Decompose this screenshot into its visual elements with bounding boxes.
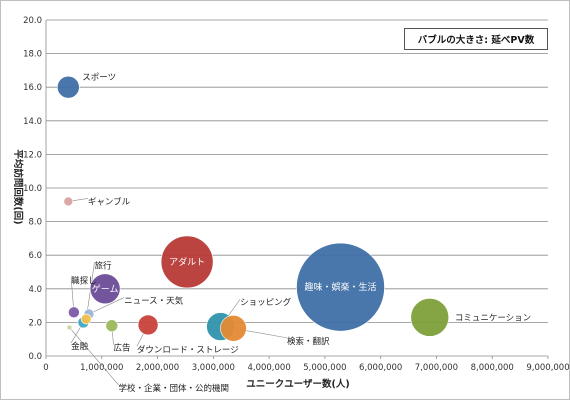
x-tick-label: 6,000,000	[359, 363, 402, 373]
bubble	[296, 242, 385, 332]
y-tick-label: 10.0	[23, 184, 42, 194]
x-tick-label: 5,000,000	[303, 363, 346, 373]
bubble-label: 学校・企業・団体・公的機関	[119, 383, 230, 394]
bubble	[220, 314, 247, 342]
bubble	[410, 298, 450, 337]
y-tick-label: 12.0	[23, 150, 42, 160]
leader-line	[69, 327, 119, 386]
bubble-label: スポーツ	[82, 73, 116, 83]
leader-line	[88, 297, 125, 315]
gridlines	[45, 19, 549, 359]
x-tick-label: 2,000,000	[136, 363, 179, 373]
bubble-label: 広告	[113, 343, 130, 354]
y-tick-label: 2.0	[28, 318, 42, 328]
bubble-label: アダルト	[169, 256, 205, 268]
bubble-circle	[220, 314, 247, 342]
bubble-circle	[105, 319, 119, 333]
bubble	[63, 196, 74, 207]
bubble-circle	[160, 235, 214, 289]
bubble-circle	[68, 306, 80, 319]
bubble-label: 金融	[71, 341, 89, 352]
bubble-label: 職探し	[71, 275, 97, 286]
x-tick-label: 3,000,000	[192, 363, 235, 373]
x-axis-title: ユニークユーザー数(人)	[246, 378, 350, 390]
bubble-circle	[296, 242, 385, 332]
y-tick-label: 0.0	[28, 352, 42, 362]
bubble-label: 趣味・娯楽・生活	[304, 281, 376, 293]
bubble-label: コミュニケーション	[455, 313, 531, 323]
leader-line	[70, 277, 75, 313]
bubble	[137, 314, 159, 336]
x-tick-labels: 0 1,000,000 2,000,000 3,000,000 4,000,000 5,0…	[43, 363, 569, 373]
y-axis-title: 平均訪問回数(回)	[12, 149, 24, 224]
y-tick-label: 18.0	[23, 50, 42, 60]
x-tick-label: 7,000,000	[415, 363, 458, 373]
bubble-label: ショッピング	[240, 297, 292, 308]
y-tick-labels: 0.0 2.0 4.0 6.0 8.0 10.0 12.0 14.0 16.0 18.0 20.0	[23, 16, 42, 362]
x-tick-label: 8,000,000	[471, 363, 514, 373]
bubble-circle	[80, 313, 92, 325]
x-tick-label: 0	[43, 363, 48, 373]
bubble	[80, 313, 92, 325]
bubble	[160, 235, 214, 289]
y-tick-label: 8.0	[28, 218, 42, 228]
bubble-label: ダウンロード・ストレージ	[137, 344, 239, 355]
y-tick-label: 20.0	[23, 16, 42, 26]
bubble-label: ニュース・天気	[124, 296, 184, 307]
bubble	[89, 273, 121, 305]
bubble-circle	[137, 314, 159, 336]
y-tick-label: 6.0	[28, 251, 42, 261]
y-tick-label: 16.0	[23, 83, 42, 93]
bubble-circle	[66, 324, 73, 331]
bubble	[105, 319, 119, 333]
bubble-label: 旅行	[95, 260, 113, 271]
bubble-label: ゲーム	[92, 283, 119, 295]
bubble-circle	[89, 273, 121, 305]
y-tick-label: 14.0	[23, 117, 42, 127]
x-tick-label: 1,000,000	[80, 363, 123, 373]
bubble-circle	[63, 196, 74, 207]
y-tick-label: 4.0	[28, 285, 42, 295]
bubble	[66, 324, 73, 331]
bubble-circle	[410, 298, 450, 337]
bubble-size-note: バブルの大きさ: 延べPV数	[404, 28, 548, 50]
bubble-circle	[57, 75, 80, 99]
bubble-label: 検索・翻訳	[287, 336, 330, 347]
bubble-label: ギャンブル	[88, 196, 131, 207]
bubbles	[57, 75, 450, 342]
bubble	[68, 306, 80, 319]
bubble	[57, 75, 80, 99]
x-tick-label: 9,000,000	[526, 363, 569, 373]
x-tick-label: 4,000,000	[247, 363, 290, 373]
